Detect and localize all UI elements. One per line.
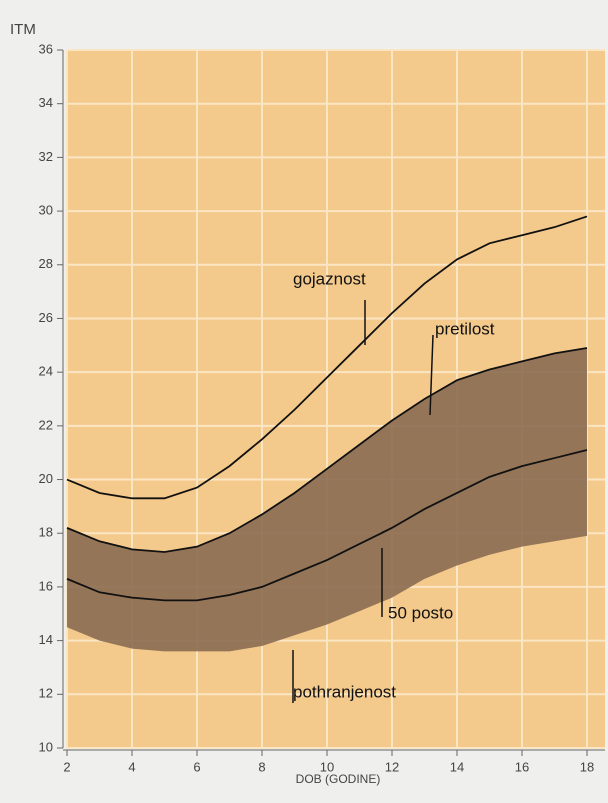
series-label: pothranjenost [293,682,396,701]
series-label: pretilost [435,319,495,338]
band [67,347,587,652]
x-tick-label: 4 [128,759,135,774]
x-axis-label: DOB (GODINE) [296,772,381,786]
x-tick-label: 2 [63,759,70,774]
y-tick-label: 34 [39,95,53,110]
y-tick-label: 10 [39,739,53,754]
x-tick-label: 16 [515,759,529,774]
y-tick-label: 36 [39,41,53,56]
y-tick-label: 18 [39,525,53,540]
line [66,347,588,553]
y-tick-label: 30 [39,203,53,218]
y-tick-label: 14 [39,632,53,647]
y-tick-label: 20 [39,471,53,486]
y-axis-label: ITM [10,21,36,38]
x-tick-label: 14 [450,759,464,774]
y-tick-label: 28 [39,256,53,271]
line [66,215,588,500]
y-tick-label: 24 [39,364,53,379]
x-tick-label: 6 [193,759,200,774]
y-tick-label: 26 [39,310,53,325]
line [66,449,588,602]
x-tick-label: 8 [258,759,265,774]
y-tick-label: 22 [39,417,53,432]
series-label: gojaznost [293,269,366,288]
y-tick-label: 16 [39,578,53,593]
x-tick-label: 12 [385,759,399,774]
leader-line [429,334,434,416]
y-tick-label: 32 [39,149,53,164]
x-tick-label: 10 [320,759,334,774]
series-label: 50 posto [388,603,453,622]
y-tick-label: 12 [39,686,53,701]
x-tick-label: 18 [580,759,594,774]
